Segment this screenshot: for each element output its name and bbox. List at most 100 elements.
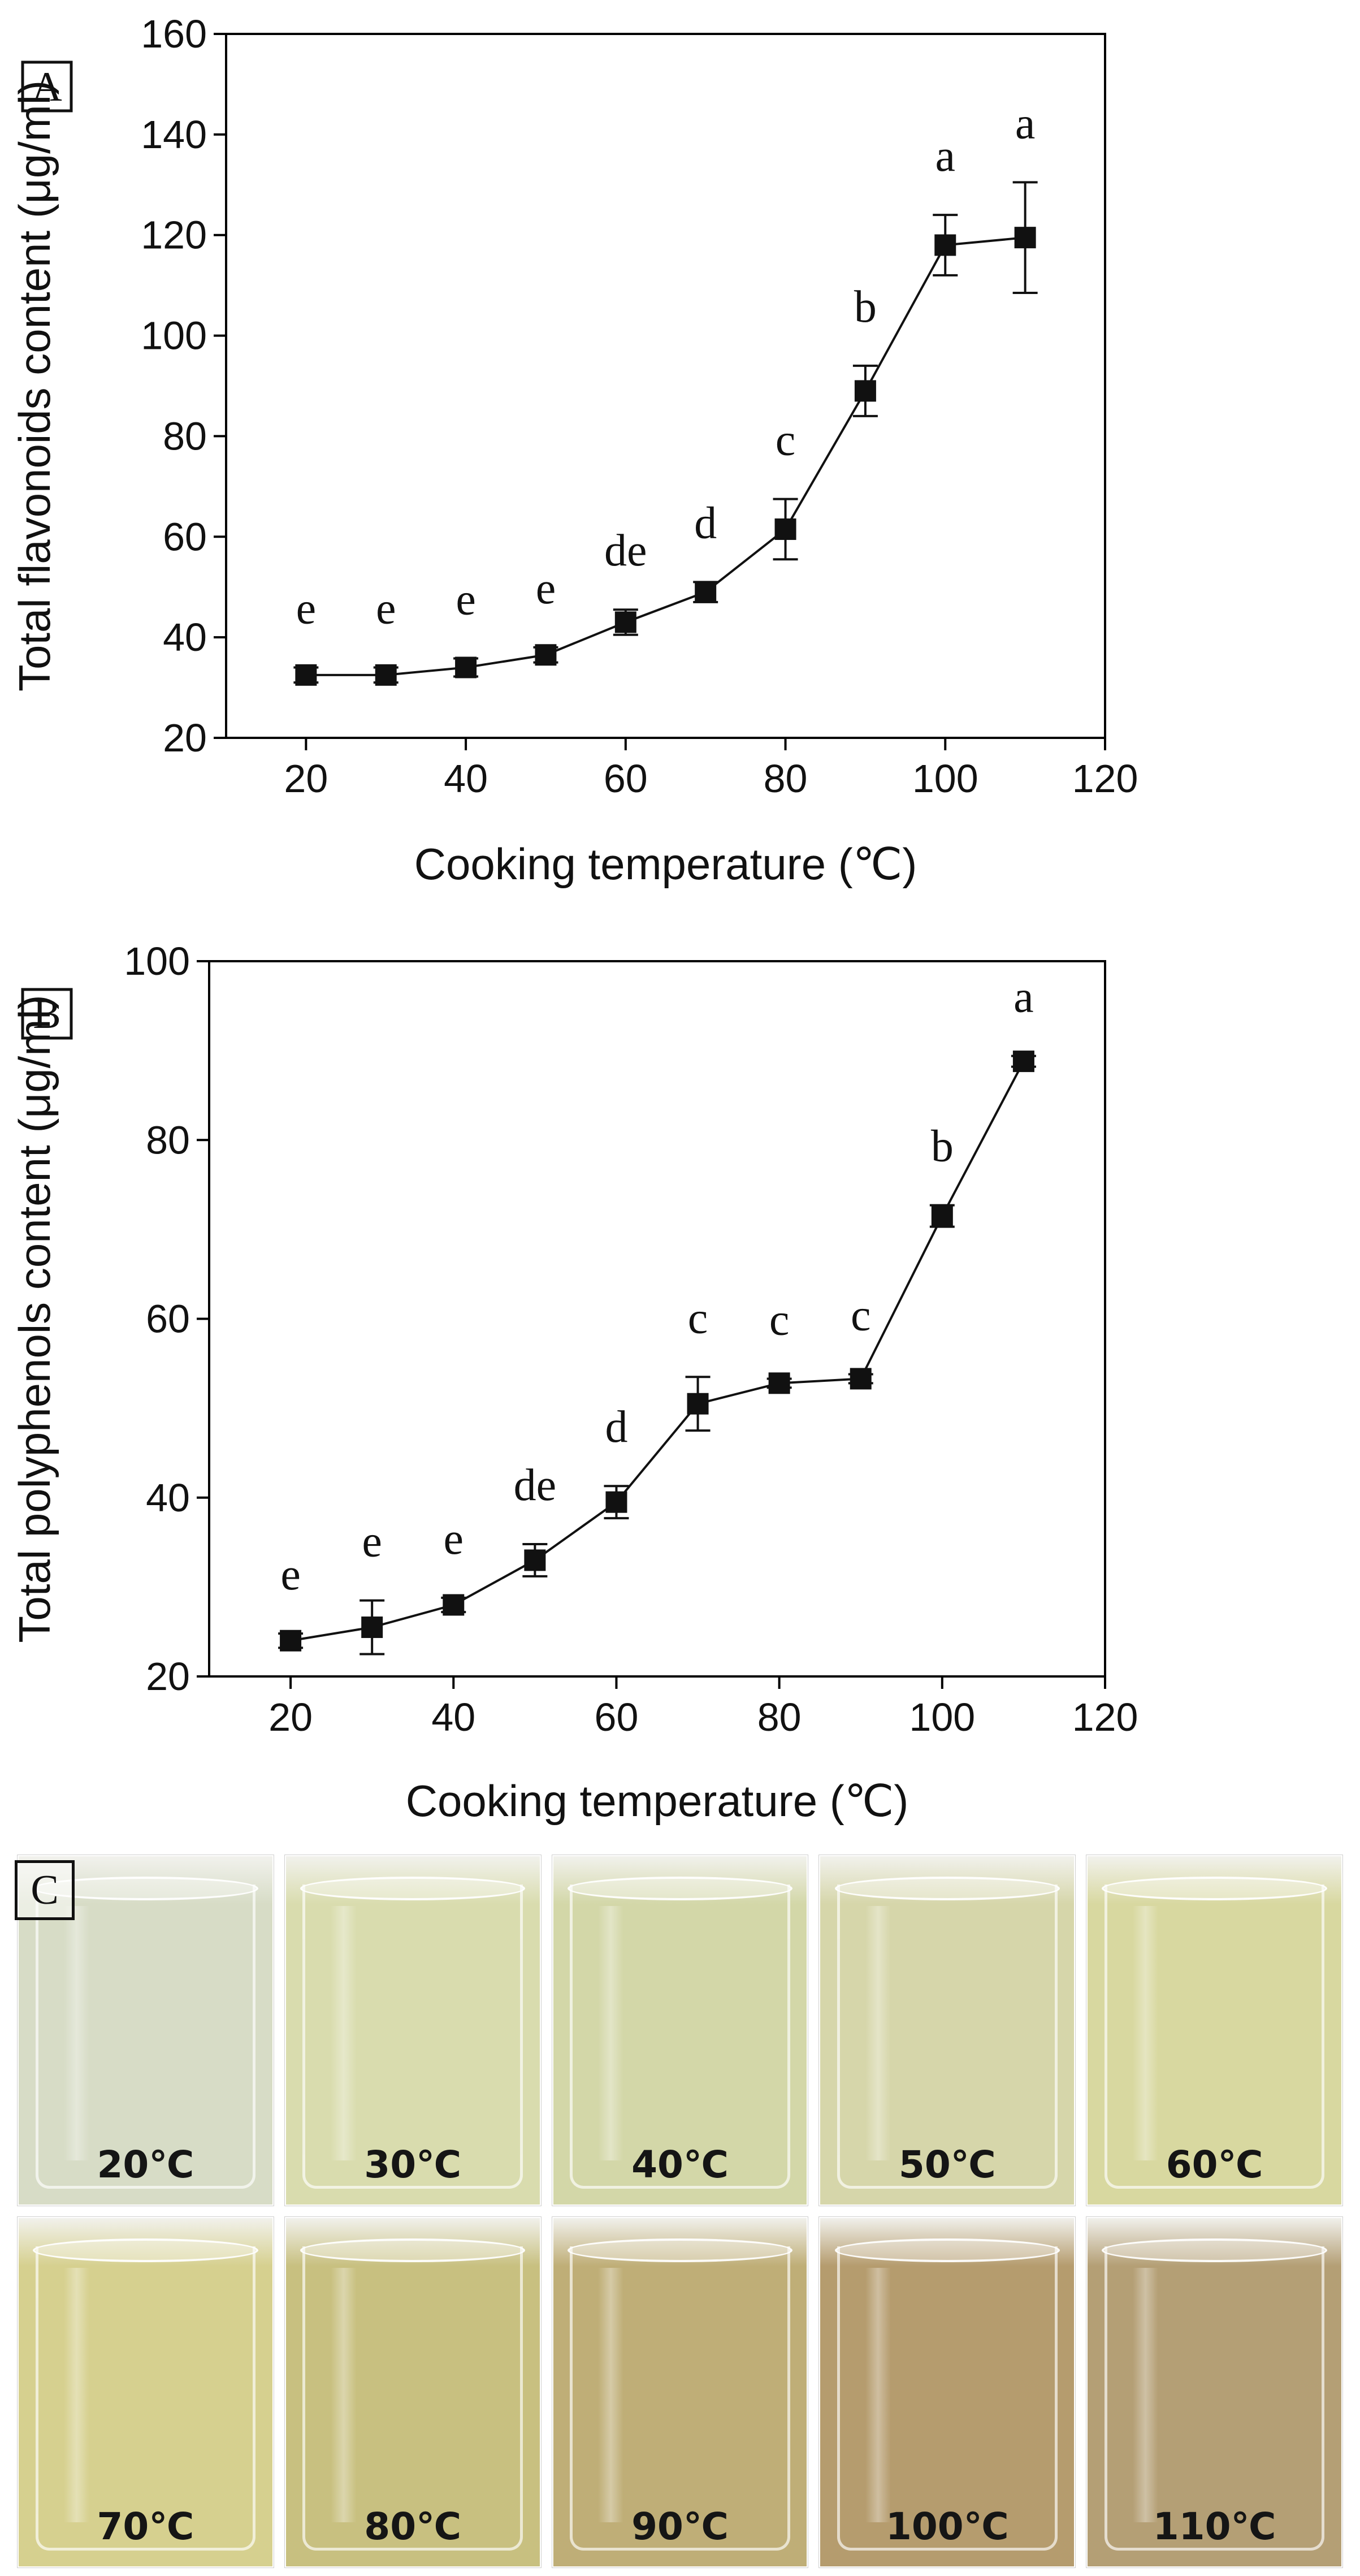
data-point <box>850 1368 872 1390</box>
data-point <box>931 1205 953 1227</box>
beaker-sheen <box>865 1906 891 2160</box>
beaker-glass <box>1104 1885 1325 2189</box>
significance-letter: a <box>935 131 956 181</box>
y-tick-label: 40 <box>163 615 207 659</box>
data-point <box>695 581 717 603</box>
x-tick-label: 100 <box>909 1695 975 1739</box>
significance-letter: e <box>362 1517 382 1567</box>
beaker-glass <box>35 1885 256 2189</box>
temperature-label: 80℃ <box>364 2505 462 2548</box>
beaker-rim <box>1102 1877 1327 1900</box>
beaker-glass <box>837 2246 1058 2551</box>
significance-letter: c <box>851 1291 871 1341</box>
data-point <box>295 664 317 686</box>
significance-letter: e <box>444 1514 464 1564</box>
significance-letter: c <box>688 1293 708 1343</box>
beaker-rim <box>33 2238 258 2262</box>
significance-letter: a <box>1013 973 1034 1022</box>
temperature-label: 90℃ <box>631 2505 729 2548</box>
x-tick-label: 80 <box>764 757 808 801</box>
beaker-photo: 30℃ <box>284 1855 542 2206</box>
beaker-rim <box>834 2238 1060 2262</box>
data-point <box>614 611 636 633</box>
y-tick-label: 80 <box>146 1118 190 1162</box>
data-point <box>934 234 956 256</box>
significance-letter: d <box>694 498 717 548</box>
y-tick-label: 60 <box>146 1297 190 1341</box>
y-tick-label: 100 <box>141 314 207 358</box>
data-point <box>455 656 477 678</box>
chart-flavonoids: A 20 40 60 80 100 120 20 40 60 80 100 120 140 160 Cooki… <box>10 12 1138 889</box>
x-tick-label: 60 <box>595 1695 639 1739</box>
beaker-rim <box>567 1877 793 1900</box>
panel-tag-b: B <box>21 988 73 1040</box>
beaker-sheen <box>63 1906 89 2160</box>
data-point <box>280 1630 302 1652</box>
y-axis-title: Total flavonoids content (μg/ml) <box>10 80 59 691</box>
x-tick-label: 20 <box>268 1695 313 1739</box>
beaker-sheen <box>1132 1906 1158 2160</box>
beaker-sheen <box>598 2268 624 2522</box>
y-tick-label: 40 <box>146 1476 190 1520</box>
significance-letter: e <box>536 564 556 613</box>
photo-row-bottom: 70℃ 80℃ 90℃ 100℃ 110℃ <box>17 2216 1343 2568</box>
temperature-label: 100℃ <box>885 2505 1009 2548</box>
temperature-label: 40℃ <box>631 2143 729 2186</box>
beaker-sheen <box>865 2268 891 2522</box>
beaker-photo: 40℃ <box>551 1855 809 2206</box>
temperature-label: 30℃ <box>364 2143 462 2186</box>
data-point <box>768 1372 790 1394</box>
beaker-photo: 90℃ <box>551 2216 809 2568</box>
x-axis-title: Cooking temperature (℃) <box>414 839 917 889</box>
data-point <box>1014 227 1036 249</box>
significance-letter: de <box>514 1460 557 1510</box>
temperature-label: 110℃ <box>1153 2505 1276 2548</box>
y-tick-label: 80 <box>163 414 207 458</box>
y-tick-label: 60 <box>163 515 207 559</box>
y-tick-label: 20 <box>163 716 207 760</box>
beaker-photo: 70℃ <box>17 2216 274 2568</box>
beaker-glass <box>837 1885 1058 2189</box>
beaker-sheen <box>331 1906 357 2160</box>
beaker-glass <box>302 1885 523 2189</box>
beaker-photo-panel: C 20℃ 30℃ 40℃ 50℃ 60℃ 70℃ 80℃ 90℃ 100℃ 110℃ <box>0 1849 1360 2576</box>
y-tick-label: 20 <box>146 1654 190 1698</box>
beaker-photo: 60℃ <box>1086 1855 1343 2206</box>
temperature-label: 60℃ <box>1166 2143 1263 2186</box>
panel-tag-c: C <box>15 1860 75 1920</box>
x-tick-label: 100 <box>912 757 978 801</box>
data-point <box>375 664 397 686</box>
significance-letter: c <box>769 1295 790 1345</box>
data-point <box>524 1549 546 1571</box>
significance-letter: b <box>854 282 877 332</box>
beaker-glass <box>570 1885 790 2189</box>
beaker-glass <box>35 2246 256 2551</box>
svg-text:B: B <box>33 991 60 1038</box>
beaker-sheen <box>63 2268 89 2522</box>
series-line <box>306 236 1025 676</box>
data-point <box>535 644 557 666</box>
data-point <box>854 380 876 402</box>
significance-letter: e <box>376 584 396 634</box>
temperature-label: 20℃ <box>97 2143 194 2186</box>
data-point <box>361 1617 383 1639</box>
significance-letter: d <box>605 1402 627 1452</box>
beaker-rim <box>300 2238 526 2262</box>
x-tick-label: 40 <box>444 757 488 801</box>
y-tick-label: 160 <box>141 12 207 56</box>
series-line <box>290 1061 1025 1642</box>
beaker-glass <box>1104 2246 1325 2551</box>
beaker-photo: 50℃ <box>818 1855 1076 2206</box>
beaker-photo: 110℃ <box>1086 2216 1343 2568</box>
beaker-photo: 20℃ <box>17 1855 274 2206</box>
significance-letter: b <box>931 1122 954 1172</box>
beaker-photo: 100℃ <box>818 2216 1076 2568</box>
beaker-sheen <box>331 2268 357 2522</box>
beaker-photo: 80℃ <box>284 2216 542 2568</box>
y-tick-label: 140 <box>141 113 207 157</box>
significance-letter: e <box>280 1550 301 1600</box>
data-point <box>443 1594 465 1616</box>
beaker-sheen <box>1132 2268 1158 2522</box>
temperature-label: 70℃ <box>97 2505 194 2548</box>
